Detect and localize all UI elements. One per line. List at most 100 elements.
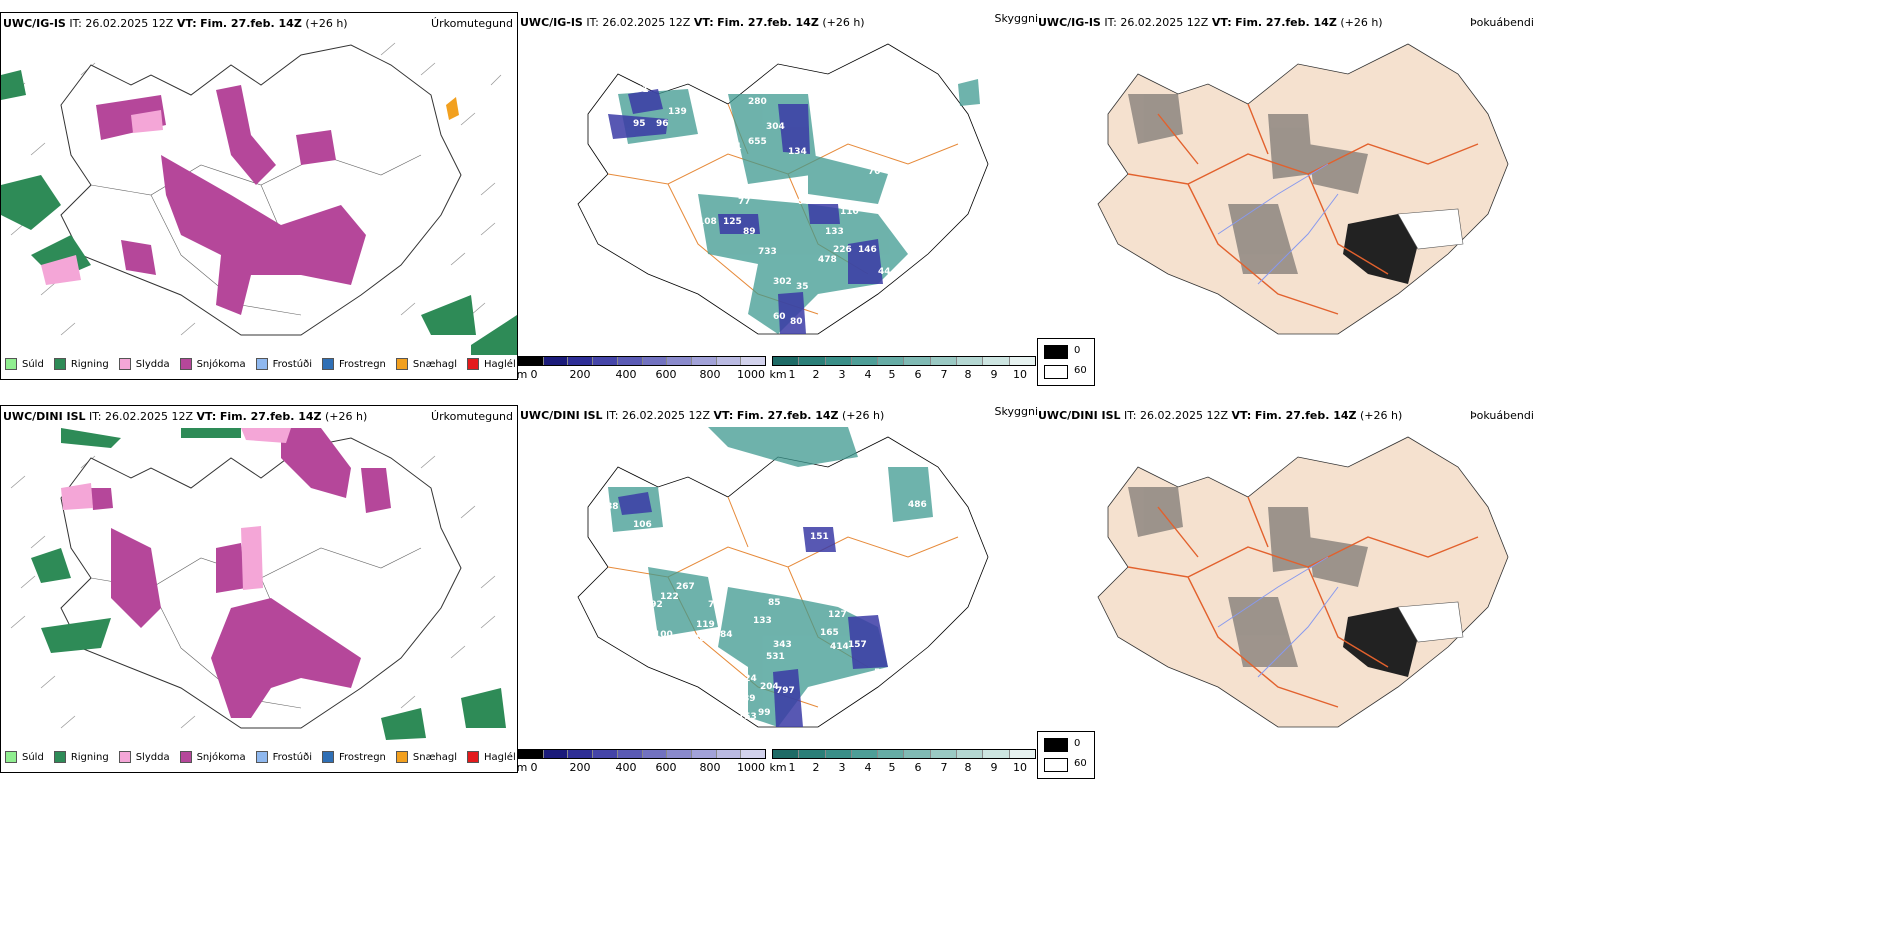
- valid-time: Fim. 27.feb. 14Z: [219, 410, 322, 423]
- precip-map: [10, 428, 506, 740]
- tick: 8: [964, 368, 972, 381]
- cloud-panel-top: UWC/IG-IS IT: 26.02.2025 12Z VT: Fim. 27…: [1037, 12, 1900, 386]
- vis-label: 95: [633, 119, 646, 129]
- panel-header: UWC/IG-IS IT: 26.02.2025 12Z VT: Fim. 27…: [3, 17, 348, 30]
- snow-areas: [91, 428, 391, 718]
- vis-label: 192: [644, 600, 663, 610]
- tick: 0: [530, 761, 538, 774]
- tick: 9: [990, 761, 998, 774]
- roads: [1127, 103, 1479, 315]
- vis-label: 153: [738, 712, 757, 722]
- vis-label: 204: [760, 682, 779, 692]
- swatch-high: [1044, 738, 1068, 752]
- colorbar-ticks: m 0 200 400 600 800 1000: [517, 759, 766, 774]
- vis-label: 304: [766, 122, 785, 132]
- init-time: IT: 26.02.2025 12Z: [69, 17, 174, 30]
- valid-time: Fim. 27.feb. 14Z: [736, 409, 839, 422]
- panel-title: Skyggni: [994, 12, 1038, 25]
- lead-time: (+26 h): [325, 410, 368, 423]
- legend-label: Rigning: [70, 358, 109, 370]
- colorbar-cells: [772, 356, 1036, 366]
- vis-label: 127: [828, 610, 847, 620]
- legend-label: Snjókoma: [196, 358, 246, 370]
- vis-label: 84: [720, 630, 733, 640]
- vis-label: 122: [660, 592, 679, 602]
- vis-label: 110: [840, 207, 859, 217]
- iceland-land: [1097, 436, 1509, 728]
- legend-item: Slydda: [118, 751, 170, 763]
- legend-label: Snjókoma: [196, 751, 246, 763]
- roads: [607, 496, 959, 708]
- lead-time: (+26 h): [822, 16, 865, 29]
- tick: 800: [699, 761, 721, 774]
- legend-high: 0: [1074, 345, 1081, 356]
- legend-high: 0: [1074, 738, 1081, 749]
- tick: 7: [940, 368, 948, 381]
- panel-header: UWC/DINI ISL IT: 26.02.2025 12Z VT: Fim.…: [3, 410, 367, 423]
- visibility-panel-top: UWC/IG-IS IT: 26.02.2025 12Z VT: Fim. 27…: [517, 12, 1038, 381]
- panel-header: UWC/DINI ISL IT: 26.02.2025 12Z VT: Fim.…: [520, 409, 884, 422]
- vis-label: 226: [833, 245, 852, 255]
- swatch: [467, 358, 480, 370]
- legend-item: Snjókoma: [179, 358, 246, 370]
- legend-label: Súld: [22, 358, 44, 370]
- colorbar-ticks: km 1 2 3 4 5 6 7 8 9 10: [769, 759, 1036, 774]
- swatch: [255, 751, 268, 763]
- tick: 1: [788, 761, 796, 774]
- visibility-panel-bottom: UWC/DINI ISL IT: 26.02.2025 12Z VT: Fim.…: [517, 405, 1038, 774]
- legend-label: Snæhagl: [412, 751, 458, 763]
- vis-label: 146: [858, 245, 877, 255]
- valid-time-label: VT:: [1211, 16, 1232, 29]
- legend-item: Haglél: [467, 358, 516, 370]
- vis-label: 343: [773, 640, 792, 650]
- legend-label: Snæhagl: [412, 358, 458, 370]
- swatch: [179, 751, 192, 763]
- valid-time: Fim. 27.feb. 14Z: [200, 17, 302, 30]
- legend-item: Rigning: [53, 751, 109, 763]
- vis-label: 51: [874, 668, 887, 678]
- init-time: IT: 26.02.2025 12Z: [1104, 16, 1209, 29]
- tick: 400: [615, 761, 637, 774]
- vis-label: 106: [633, 520, 652, 530]
- vis-label: 133: [825, 227, 844, 237]
- legend-low: 60: [1074, 758, 1087, 769]
- precip-panel-top: UWC/IG-IS IT: 26.02.2025 12Z VT: Fim. 27…: [0, 12, 518, 380]
- vis-label: 151: [810, 532, 829, 542]
- colorbar-cells: [772, 749, 1036, 759]
- tick: 7: [940, 761, 948, 774]
- tick: 4: [864, 368, 872, 381]
- vis-label: 70: [868, 167, 881, 177]
- precip-legend: Súld Rigning Slydda Snjókoma Frostúði Fr…: [5, 358, 526, 370]
- legend-label: Slydda: [135, 358, 170, 370]
- vis-label: 96: [656, 119, 669, 129]
- tick: 5: [888, 368, 896, 381]
- legend-item: Snæhagl: [395, 358, 458, 370]
- tick: 400: [615, 368, 637, 381]
- fog-index-map: [1097, 43, 1509, 335]
- glacier-white: [1397, 601, 1464, 643]
- vis-label: 88: [606, 502, 619, 512]
- legend-label: Haglél: [484, 751, 516, 763]
- vis-label: 733: [758, 247, 777, 257]
- vis-label: 302: [773, 277, 792, 287]
- swatch-low: [1044, 758, 1068, 772]
- vis-label: 157: [848, 640, 867, 650]
- legend-item: Rigning: [53, 358, 109, 370]
- hail-spot: [446, 97, 459, 120]
- vis-label: 119: [696, 620, 715, 630]
- tick: 800: [699, 368, 721, 381]
- swatch: [467, 751, 480, 763]
- tick: 0: [530, 368, 538, 381]
- tick: 200: [569, 761, 591, 774]
- vis-label: 41: [636, 85, 649, 95]
- model-name: UWC/IG-IS: [1038, 16, 1101, 29]
- lead-time: (+26 h): [1340, 16, 1383, 29]
- cloud-legend: 0 60: [1037, 731, 1095, 779]
- legend-item: Frostregn: [322, 358, 386, 370]
- vis-label: 531: [766, 652, 785, 662]
- vis-label: 797: [776, 686, 795, 696]
- lead-time: (+26 h): [842, 409, 885, 422]
- legend-item: Súld: [5, 751, 44, 763]
- swatch: [53, 358, 66, 370]
- vis-label: 89: [743, 694, 756, 704]
